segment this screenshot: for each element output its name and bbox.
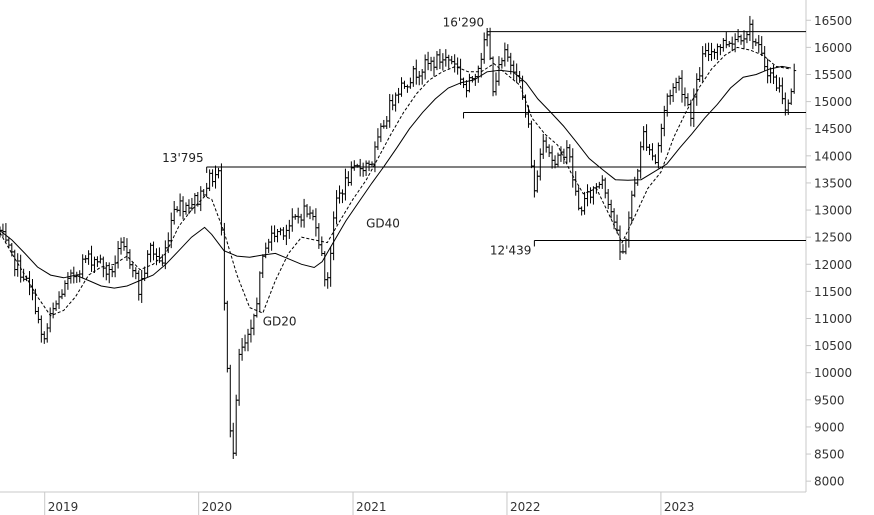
gd20-line <box>0 46 791 317</box>
y-tick-label: 10000 <box>814 366 852 380</box>
y-tick-label: 11500 <box>814 285 852 299</box>
x-tick-label: 2020 <box>202 500 233 514</box>
y-tick-label: 8000 <box>814 475 845 489</box>
y-tick-label: 11000 <box>814 312 852 326</box>
level-label: 16'290 <box>443 16 484 30</box>
price-bars <box>0 15 797 459</box>
y-tick-label: 12500 <box>814 231 852 245</box>
y-tick-label: 16500 <box>814 14 852 28</box>
x-tick-label: 2022 <box>510 500 541 514</box>
level-label: 12'439 <box>490 243 531 257</box>
y-tick-label: 14500 <box>814 122 852 136</box>
level-label: 13'795 <box>162 151 203 165</box>
y-tick-label: 13000 <box>814 204 852 218</box>
y-tick-label: 9500 <box>814 393 845 407</box>
gd20-label: GD20 <box>263 315 297 329</box>
x-tick-label: 2023 <box>664 500 695 514</box>
y-tick-label: 13500 <box>814 176 852 190</box>
y-tick-label: 16000 <box>814 41 852 55</box>
moving-average-lines <box>0 46 791 317</box>
annotations: GD40 GD20 <box>263 216 400 328</box>
x-tick-label: 2019 <box>48 500 79 514</box>
y-tick-label: 12000 <box>814 258 852 272</box>
x-tick-label: 2021 <box>356 500 387 514</box>
gd40-line <box>0 65 791 289</box>
y-tick-label: 14000 <box>814 149 852 163</box>
y-tick-label: 15000 <box>814 95 852 109</box>
y-tick-label: 10500 <box>814 339 852 353</box>
axes: 8000 8500 9000 9500 10000 10500 11000 11500 1200… <box>0 0 852 515</box>
y-tick-label: 9000 <box>814 420 845 434</box>
horizontal-levels: 16'290 13'795 12'439 <box>162 16 806 257</box>
y-tick-label: 8500 <box>814 448 845 462</box>
gd40-label: GD40 <box>366 216 400 230</box>
y-tick-label: 15500 <box>814 68 852 82</box>
